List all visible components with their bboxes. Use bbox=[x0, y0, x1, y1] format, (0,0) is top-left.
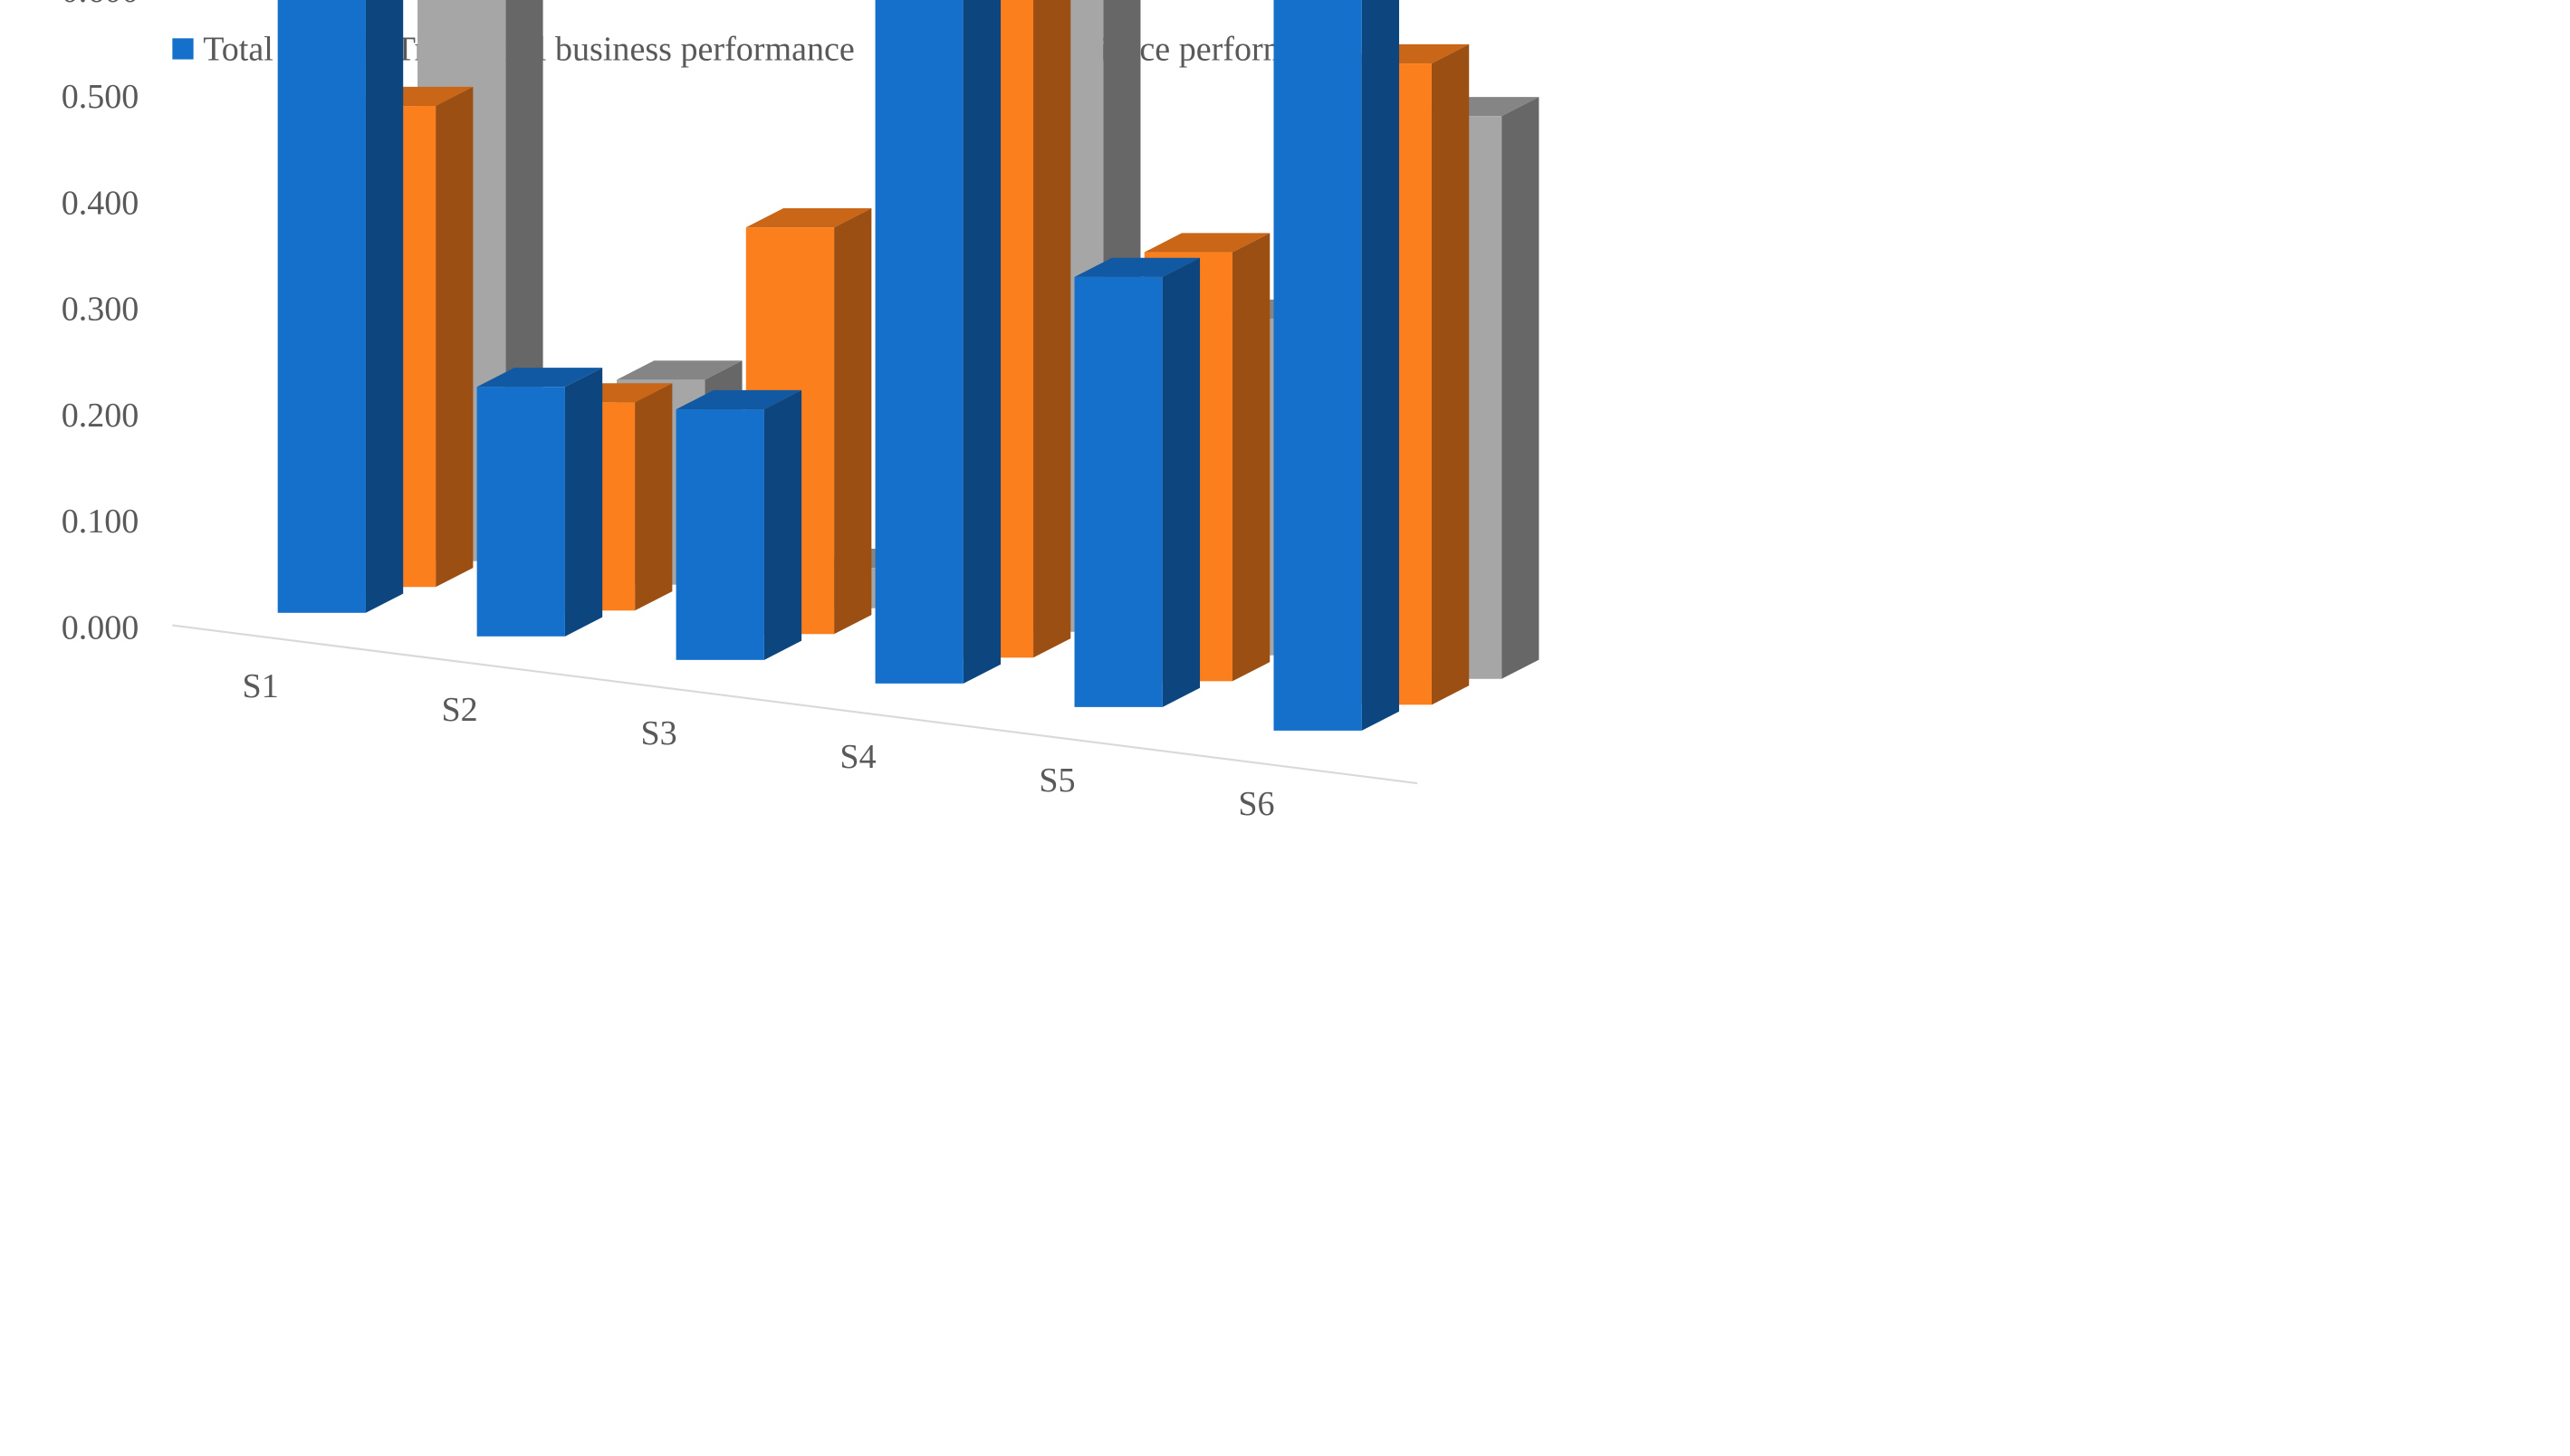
y-tick-label-6: 0.600 bbox=[62, 0, 139, 10]
x-tick-label-s3: S3 bbox=[640, 714, 676, 752]
y-tick-label-4: 0.400 bbox=[62, 184, 139, 222]
bar-total-s6 bbox=[1273, 0, 1400, 731]
bar-total-s5 bbox=[1074, 257, 1201, 707]
legend-label-total: Total bbox=[203, 31, 273, 69]
y-tick-label-3: 0.300 bbox=[62, 291, 139, 329]
legend-swatch-total bbox=[172, 38, 194, 60]
x-tick-label-s1: S1 bbox=[243, 667, 279, 705]
x-tick-label-s6: S6 bbox=[1238, 785, 1274, 823]
bar-total-s2 bbox=[476, 368, 603, 637]
y-tick-label-0: 0.000 bbox=[62, 608, 139, 647]
y-tick-label-5: 0.500 bbox=[62, 78, 139, 116]
x-tick-label-s2: S2 bbox=[442, 691, 478, 729]
floor-line bbox=[172, 624, 1418, 785]
y-tick-label-2: 0.200 bbox=[62, 397, 139, 435]
bar-total-s3 bbox=[676, 389, 802, 660]
y-tick-label-1: 0.100 bbox=[62, 503, 139, 541]
bars bbox=[277, 0, 1539, 731]
x-tick-label-s5: S5 bbox=[1039, 762, 1075, 800]
x-axis-floor-line bbox=[172, 624, 1418, 785]
x-axis-tick-labels: S1 S2 S3 S4 S5 S6 bbox=[243, 667, 1275, 823]
y-axis-tick-labels: 0.0000.1000.2000.3000.4000.5000.6000.700… bbox=[62, 0, 139, 647]
bar-total-s1 bbox=[277, 0, 404, 613]
x-tick-label-s4: S4 bbox=[839, 738, 876, 776]
legend-item-total: Total bbox=[172, 31, 273, 69]
bar-total-s4 bbox=[875, 0, 1002, 684]
